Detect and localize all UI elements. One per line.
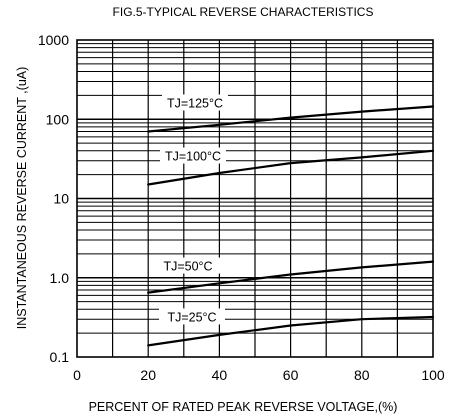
- y-axis-label: INSTANTANEOUS REVERSE CURRENT ,(uA): [15, 67, 29, 330]
- series-label-background: [160, 147, 226, 164]
- x-tick-label: 60: [283, 367, 299, 383]
- plot-frame: [76, 39, 434, 358]
- x-tick-label: 0: [73, 367, 81, 383]
- x-tick-label: 20: [140, 367, 156, 383]
- series-label: TJ=25°C: [167, 310, 216, 324]
- y-tick-label: 1.0: [50, 270, 70, 286]
- series-line: [147, 260, 435, 294]
- series-line: [147, 315, 435, 347]
- y-tick-label: 1000: [38, 32, 69, 48]
- chart-title: FIG.5-TYPICAL REVERSE CHARACTERISTICS: [113, 5, 374, 19]
- x-tick-label: 100: [421, 367, 445, 383]
- x-axis-label: PERCENT OF RATED PEAK REVERSE VOLTAGE,(%…: [89, 400, 398, 414]
- series-line: [147, 149, 435, 186]
- series-label: TJ=125°C: [167, 97, 223, 111]
- grid: [77, 40, 433, 357]
- x-tick-labels: 0 20 40 60 80 100: [73, 367, 445, 383]
- series-label-background: [159, 308, 225, 325]
- series-line: [147, 105, 435, 133]
- x-tick-label: 80: [354, 367, 370, 383]
- y-tick-label: 10: [53, 191, 69, 207]
- series-label-background: [162, 94, 228, 111]
- series-group: TJ=125°C TJ=100°C TJ=50°C TJ=25°C: [147, 94, 435, 347]
- y-tick-labels: 0.1 1.0 10 100 1000: [38, 32, 69, 365]
- series-label-background: [155, 257, 221, 274]
- series-label: TJ=100°C: [165, 150, 221, 164]
- x-tick-label: 40: [212, 367, 228, 383]
- y-tick-label: 0.1: [50, 349, 70, 365]
- y-tick-label: 100: [46, 111, 70, 127]
- series-label: TJ=50°C: [163, 260, 212, 274]
